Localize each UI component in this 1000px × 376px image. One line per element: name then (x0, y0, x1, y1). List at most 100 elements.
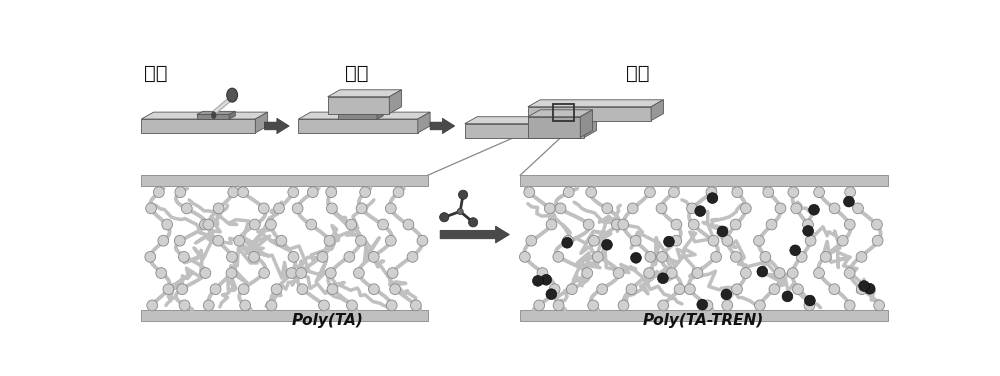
Circle shape (199, 219, 210, 230)
Polygon shape (338, 111, 383, 114)
Circle shape (618, 219, 629, 230)
Circle shape (754, 235, 764, 246)
Circle shape (804, 300, 815, 311)
Circle shape (631, 252, 641, 263)
Circle shape (697, 299, 708, 310)
Circle shape (147, 300, 158, 311)
Circle shape (731, 252, 741, 262)
Polygon shape (141, 119, 255, 133)
Circle shape (664, 236, 674, 247)
Circle shape (688, 219, 699, 230)
Circle shape (227, 252, 237, 262)
Circle shape (519, 252, 530, 262)
Circle shape (158, 235, 169, 246)
Circle shape (162, 219, 173, 230)
Circle shape (674, 284, 685, 295)
Polygon shape (580, 110, 593, 138)
Polygon shape (298, 112, 430, 119)
Circle shape (845, 187, 856, 197)
Ellipse shape (227, 88, 238, 102)
Circle shape (864, 284, 875, 294)
Circle shape (146, 203, 156, 214)
Circle shape (210, 284, 221, 295)
Circle shape (179, 300, 190, 311)
Bar (553, 104, 574, 121)
Circle shape (657, 252, 667, 262)
Polygon shape (141, 112, 268, 119)
Circle shape (327, 203, 337, 214)
Circle shape (844, 300, 855, 311)
Circle shape (627, 203, 638, 214)
Circle shape (307, 187, 318, 197)
Circle shape (618, 300, 629, 311)
Circle shape (288, 187, 299, 197)
Circle shape (553, 300, 564, 311)
Circle shape (645, 187, 655, 197)
Circle shape (541, 274, 552, 285)
Circle shape (583, 219, 594, 230)
Circle shape (844, 268, 855, 279)
Circle shape (468, 218, 478, 227)
Circle shape (276, 235, 287, 246)
Circle shape (722, 300, 733, 311)
Circle shape (203, 300, 214, 311)
Circle shape (271, 284, 282, 295)
Circle shape (671, 235, 682, 246)
Circle shape (766, 219, 777, 230)
Circle shape (803, 219, 813, 230)
Circle shape (153, 187, 164, 197)
Circle shape (387, 268, 398, 279)
Polygon shape (528, 110, 593, 117)
Circle shape (360, 187, 371, 197)
Circle shape (757, 266, 768, 277)
Circle shape (656, 203, 667, 214)
Circle shape (563, 187, 574, 197)
Circle shape (702, 300, 713, 311)
Circle shape (319, 300, 329, 311)
Circle shape (356, 203, 367, 214)
Circle shape (721, 289, 732, 300)
Circle shape (666, 268, 677, 279)
Circle shape (544, 203, 555, 214)
Circle shape (534, 300, 545, 311)
Circle shape (266, 300, 277, 311)
Circle shape (213, 203, 224, 214)
Text: 煽化: 煽化 (144, 64, 168, 83)
Circle shape (684, 284, 695, 295)
Circle shape (181, 203, 192, 214)
Circle shape (562, 237, 573, 248)
Polygon shape (651, 100, 663, 121)
Circle shape (597, 284, 608, 295)
Circle shape (346, 219, 357, 230)
Circle shape (537, 268, 548, 279)
Circle shape (669, 187, 679, 197)
Circle shape (249, 252, 259, 262)
Polygon shape (418, 112, 430, 133)
Circle shape (306, 219, 317, 230)
Circle shape (177, 284, 188, 295)
Polygon shape (584, 117, 596, 138)
Circle shape (695, 206, 706, 217)
Circle shape (722, 235, 733, 246)
Circle shape (760, 252, 771, 262)
Circle shape (658, 273, 668, 284)
Circle shape (175, 187, 186, 197)
Circle shape (385, 235, 396, 246)
Circle shape (790, 245, 801, 256)
Circle shape (526, 235, 537, 246)
Circle shape (769, 284, 780, 295)
Circle shape (740, 268, 751, 279)
Circle shape (546, 289, 557, 300)
Circle shape (732, 284, 742, 295)
Circle shape (837, 235, 848, 246)
Circle shape (787, 268, 798, 279)
Circle shape (872, 219, 882, 230)
Circle shape (385, 203, 396, 214)
Circle shape (288, 252, 299, 262)
Circle shape (292, 203, 303, 214)
Circle shape (856, 252, 867, 262)
Polygon shape (465, 117, 596, 124)
Circle shape (763, 187, 774, 197)
Circle shape (732, 187, 743, 197)
Circle shape (228, 187, 239, 197)
